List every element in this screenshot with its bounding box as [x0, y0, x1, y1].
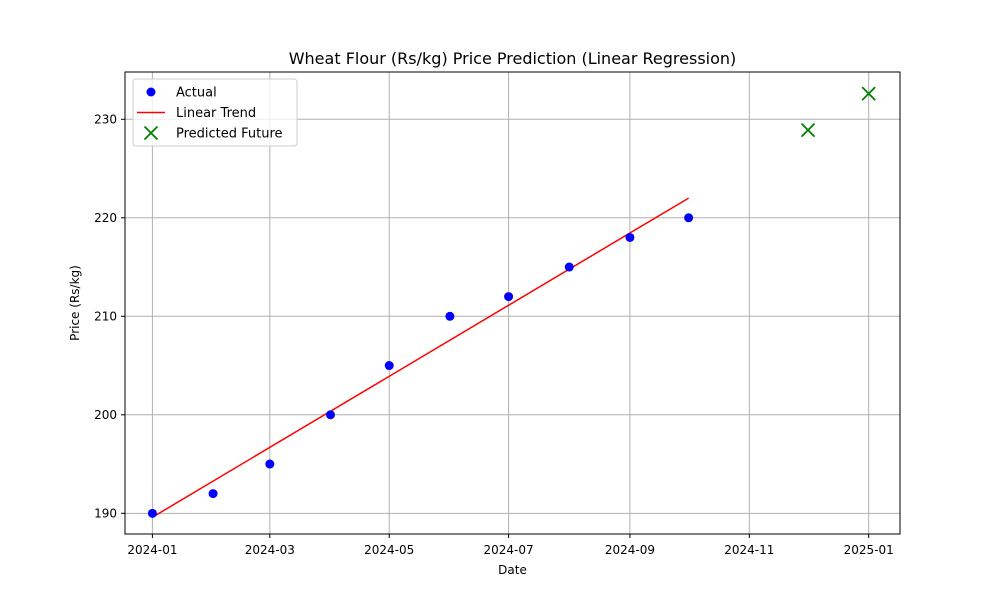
- y-tick-label: 210: [94, 309, 117, 323]
- axis-ticks: 2024-01 2024-03 2024-05 2024-07 2024-09 2024-…: [94, 112, 894, 557]
- legend-box: [132, 78, 298, 147]
- x-tick-label: 2024-05: [364, 543, 414, 557]
- legend-swatch-circle: [146, 87, 156, 97]
- actual-point: [445, 311, 455, 321]
- predicted-point: [861, 86, 876, 101]
- grid: [125, 72, 900, 534]
- x-tick-label: 2024-11: [724, 543, 774, 557]
- legend-label: Actual: [176, 86, 217, 101]
- plot-frame: [124, 71, 901, 535]
- y-tick-label: 230: [94, 112, 117, 126]
- y-tick-label: 200: [94, 408, 117, 422]
- legend-label: Linear Trend: [176, 106, 256, 121]
- legend-label: Predicted Future: [176, 127, 283, 142]
- actual-point: [147, 508, 157, 518]
- x-tick-label: 2024-01: [127, 543, 177, 557]
- actual-point: [625, 232, 635, 242]
- y-axis-title: Price (Rs/kg): [68, 265, 82, 341]
- plot-series: [147, 86, 876, 518]
- x-tick-label: 2024-09: [605, 543, 655, 557]
- predicted-point: [800, 122, 816, 138]
- actual-point: [504, 292, 514, 302]
- trend-line: [152, 197, 690, 518]
- x-axis-title: Date: [498, 563, 527, 577]
- chart-title: Wheat Flour (Rs/kg) Price Prediction (Li…: [289, 49, 737, 68]
- x-tick-label: 2025-01: [844, 543, 894, 557]
- x-tick-label: 2024-03: [245, 543, 295, 557]
- legend: Actual Linear Trend Predicted Future: [132, 78, 298, 147]
- actual-point: [684, 213, 694, 223]
- x-tick-label: 2024-07: [484, 543, 534, 557]
- y-tick-label: 190: [94, 506, 117, 520]
- actual-point: [265, 459, 275, 469]
- actual-point: [325, 410, 335, 420]
- actual-point: [384, 361, 394, 371]
- y-tick-label: 220: [94, 211, 117, 225]
- actual-point: [564, 262, 574, 272]
- actual-point: [208, 489, 218, 499]
- legend-swatch-x: [143, 125, 159, 141]
